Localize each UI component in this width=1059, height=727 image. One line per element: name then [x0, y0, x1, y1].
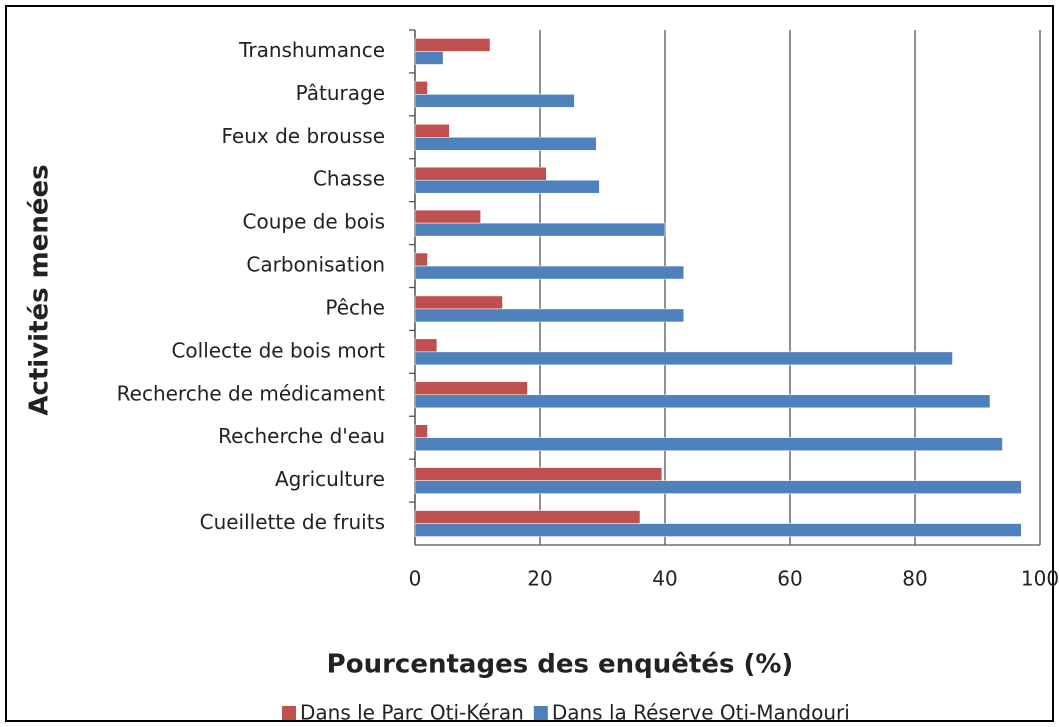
y-tick-label: Agriculture [275, 467, 385, 491]
bar [414, 424, 428, 438]
frame [5, 5, 1054, 722]
legend-label: Dans la Réserve Oti-Mandouri [552, 701, 850, 725]
y-tick-label: Chasse [313, 167, 385, 191]
bar [414, 81, 428, 95]
y-tick-label: Pêche [325, 295, 385, 319]
bar [414, 295, 503, 310]
bar [414, 381, 528, 396]
y-tick-label: Recherche d'eau [218, 424, 385, 448]
bar [414, 179, 600, 194]
bar [414, 252, 428, 267]
bar [414, 265, 684, 280]
bar [414, 94, 575, 108]
y-tick-label: Transhumance [238, 38, 385, 62]
bar [414, 222, 666, 237]
bar [414, 38, 491, 52]
bar [414, 338, 438, 353]
x-axis-title: Pourcentages des enquêtés (%) [327, 650, 794, 680]
x-tick-label: 80 [902, 567, 927, 591]
bar [414, 394, 991, 409]
x-tick-label: 20 [527, 567, 552, 591]
x-tick-label: 0 [409, 567, 422, 591]
y-axis-title: Activités menées [25, 164, 55, 415]
y-tick-label: Carbonisation [246, 253, 385, 277]
bar [414, 523, 1022, 537]
bar [414, 124, 450, 138]
legend-label: Dans le Parc Oti-Kéran [300, 701, 524, 725]
y-tick-label: Feux de brousse [222, 124, 385, 148]
x-tick-label: 60 [777, 567, 802, 591]
bar [414, 467, 663, 481]
legend-swatch [282, 706, 296, 720]
y-tick-label: Pâturage [296, 81, 385, 105]
y-tick-label: Cueillette de fruits [200, 510, 385, 534]
x-tick-label: 40 [652, 567, 677, 591]
bar [414, 351, 953, 366]
bar [414, 437, 1003, 451]
bar [414, 166, 547, 181]
bar [414, 51, 444, 65]
bar [414, 209, 481, 224]
bar [414, 510, 641, 524]
bar [414, 308, 684, 323]
y-tick-label: Collecte de bois mort [171, 338, 385, 362]
bar [414, 137, 597, 151]
y-tick-label: Recherche de médicament [117, 381, 386, 405]
legend-swatch [533, 706, 548, 720]
x-tick-label: 100 [1021, 567, 1059, 591]
y-tick-label: Coupe de bois [243, 210, 386, 234]
bar [414, 480, 1022, 494]
